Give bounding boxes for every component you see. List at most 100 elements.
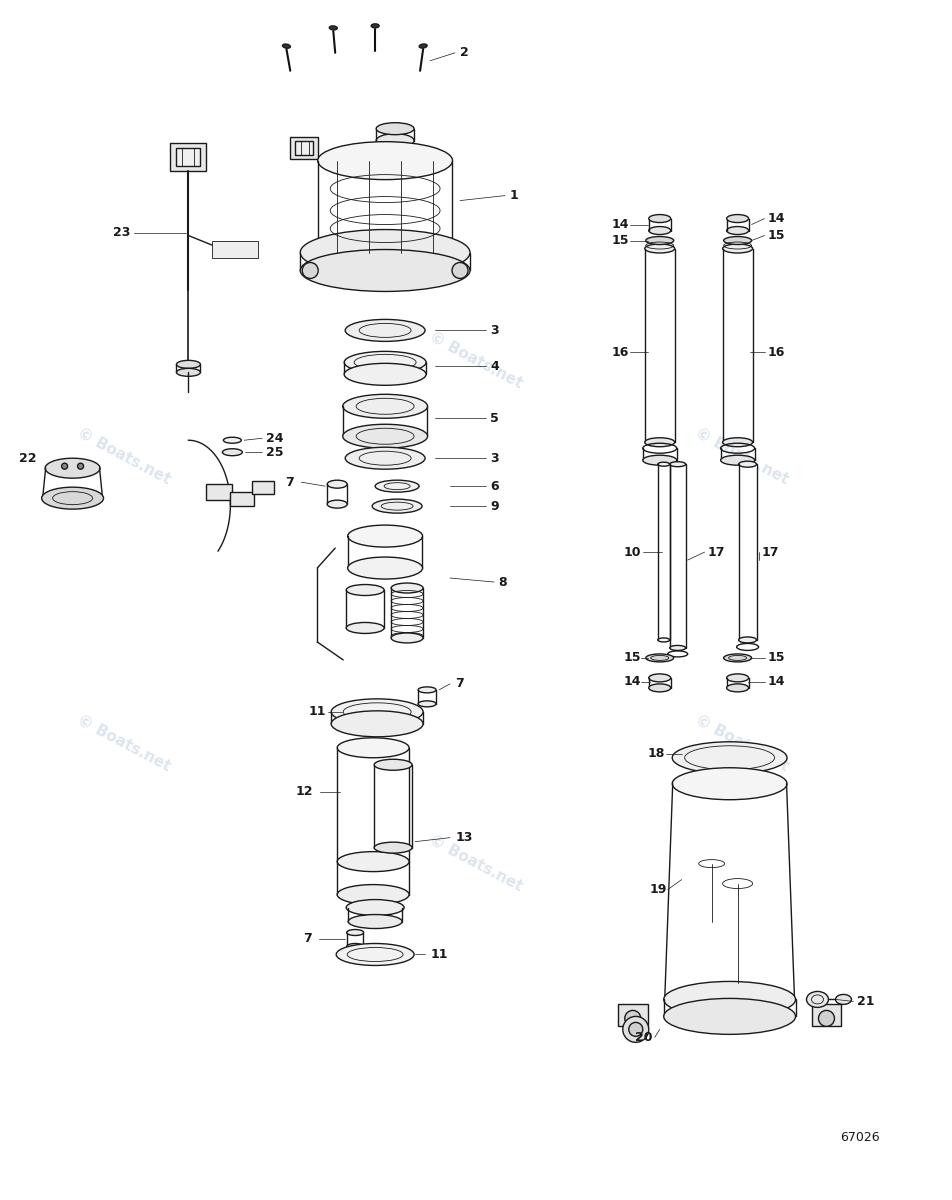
FancyBboxPatch shape (230, 492, 254, 506)
Text: 21: 21 (858, 995, 875, 1008)
Ellipse shape (372, 499, 422, 514)
Text: 25: 25 (267, 445, 284, 458)
Ellipse shape (648, 215, 671, 222)
Ellipse shape (345, 364, 426, 385)
Ellipse shape (300, 229, 470, 276)
Ellipse shape (723, 438, 753, 446)
Ellipse shape (347, 900, 404, 916)
Ellipse shape (374, 842, 412, 853)
Text: 8: 8 (498, 576, 506, 588)
Ellipse shape (375, 480, 419, 492)
Ellipse shape (345, 352, 426, 373)
Ellipse shape (726, 684, 748, 692)
Text: © Boats.net: © Boats.net (426, 330, 526, 391)
Ellipse shape (643, 455, 677, 466)
Ellipse shape (721, 455, 755, 466)
Circle shape (77, 463, 84, 469)
Ellipse shape (347, 526, 423, 547)
Text: 13: 13 (456, 832, 473, 844)
Text: 11: 11 (308, 706, 326, 719)
Circle shape (628, 1022, 643, 1037)
Ellipse shape (645, 236, 674, 245)
Text: 20: 20 (635, 1031, 652, 1044)
Text: © Boats.net: © Boats.net (426, 833, 526, 894)
Text: 24: 24 (267, 432, 284, 445)
Ellipse shape (669, 462, 685, 467)
Text: 9: 9 (490, 499, 499, 512)
Text: 7: 7 (455, 677, 464, 690)
Text: 7: 7 (304, 932, 312, 946)
Ellipse shape (224, 437, 242, 443)
Ellipse shape (337, 852, 409, 871)
Text: 3: 3 (490, 324, 499, 337)
Ellipse shape (648, 227, 671, 234)
Circle shape (819, 1010, 835, 1026)
Ellipse shape (658, 462, 669, 466)
Ellipse shape (327, 480, 347, 488)
Ellipse shape (391, 583, 423, 593)
Ellipse shape (347, 930, 364, 936)
Text: 14: 14 (612, 218, 629, 232)
Ellipse shape (645, 244, 675, 253)
Ellipse shape (336, 943, 414, 966)
FancyBboxPatch shape (295, 140, 313, 155)
Ellipse shape (347, 557, 423, 580)
Ellipse shape (318, 142, 452, 180)
Text: 18: 18 (647, 748, 665, 761)
Ellipse shape (648, 674, 671, 682)
Ellipse shape (645, 438, 675, 446)
Ellipse shape (724, 654, 751, 662)
Ellipse shape (371, 24, 379, 28)
Text: 17: 17 (762, 546, 779, 558)
Ellipse shape (327, 500, 347, 508)
Text: 15: 15 (767, 652, 785, 665)
Text: 14: 14 (624, 676, 642, 689)
Ellipse shape (176, 368, 201, 377)
Ellipse shape (283, 44, 290, 48)
Ellipse shape (739, 637, 757, 643)
Text: 7: 7 (286, 475, 294, 488)
Ellipse shape (374, 760, 412, 770)
Ellipse shape (300, 250, 470, 292)
Text: 67026: 67026 (840, 1132, 880, 1145)
FancyBboxPatch shape (212, 240, 258, 258)
Text: 6: 6 (490, 480, 499, 493)
Ellipse shape (672, 742, 787, 774)
Ellipse shape (664, 982, 796, 1018)
Text: 22: 22 (19, 451, 36, 464)
Ellipse shape (347, 943, 364, 949)
Text: 3: 3 (490, 451, 499, 464)
Ellipse shape (723, 244, 753, 253)
Ellipse shape (726, 227, 748, 234)
Text: 15: 15 (624, 652, 642, 665)
Ellipse shape (223, 449, 243, 456)
FancyBboxPatch shape (811, 1004, 842, 1026)
Text: 14: 14 (767, 212, 785, 226)
FancyBboxPatch shape (618, 1004, 647, 1026)
Text: 5: 5 (490, 412, 499, 425)
Ellipse shape (346, 319, 426, 341)
Ellipse shape (806, 991, 828, 1008)
Ellipse shape (418, 686, 436, 692)
Text: 12: 12 (295, 785, 313, 798)
Ellipse shape (348, 914, 402, 929)
Circle shape (625, 1010, 641, 1026)
Text: 15: 15 (767, 229, 785, 242)
FancyBboxPatch shape (252, 481, 274, 494)
Ellipse shape (337, 738, 409, 757)
Ellipse shape (419, 44, 427, 48)
Ellipse shape (329, 26, 337, 30)
Circle shape (62, 463, 68, 469)
Circle shape (452, 263, 468, 278)
Ellipse shape (347, 623, 385, 634)
Text: © Boats.net: © Boats.net (693, 425, 791, 487)
Text: 15: 15 (612, 234, 629, 247)
Ellipse shape (739, 461, 757, 467)
Ellipse shape (726, 215, 748, 222)
Circle shape (302, 263, 318, 278)
Text: 10: 10 (624, 546, 642, 558)
Text: © Boats.net: © Boats.net (75, 713, 173, 775)
Ellipse shape (669, 646, 685, 650)
Ellipse shape (343, 425, 427, 449)
Ellipse shape (42, 487, 104, 509)
